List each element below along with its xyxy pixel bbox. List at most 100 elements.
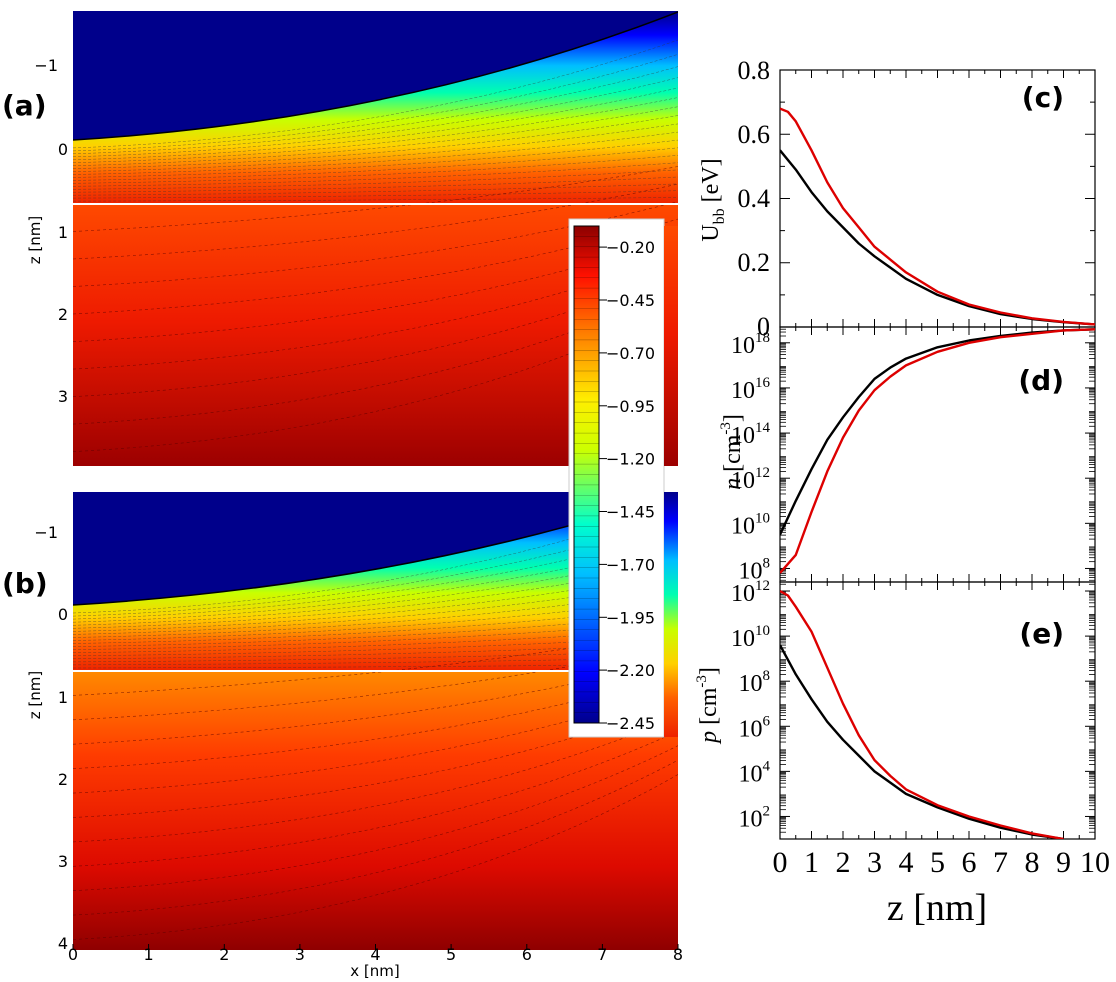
contour-line: [73, 183, 678, 196]
contour-line: [73, 572, 678, 632]
contour-line: [73, 553, 678, 626]
y-tick-base: 10: [731, 333, 755, 359]
y-tick-exponent: 16: [755, 375, 771, 391]
contour-line: [73, 563, 678, 629]
panel-c-ylabel-unit: [eV]: [698, 158, 724, 208]
panel-a-ytick: 3: [58, 387, 68, 406]
panel-d-label: (d): [1018, 364, 1064, 397]
panel-c-ytick: 0.6: [738, 120, 771, 149]
y-tick-exponent: 10: [755, 623, 770, 639]
y-tick-exponent: 12: [755, 578, 770, 594]
contour-line: [73, 716, 678, 843]
colorbar: −0.20 −0.45 −0.70 −0.95 −1.20 −1.45 −1.70 −1.95…: [568, 218, 665, 738]
contour-line: [73, 147, 678, 181]
panel-c-ytick: 0: [757, 312, 770, 341]
contour-line: [73, 106, 678, 166]
contour-line: [73, 39, 678, 149]
contour-line: [73, 131, 678, 175]
y-tick-label: 1016: [731, 375, 771, 404]
y-tick-base: 10: [739, 559, 763, 585]
panel-d-ylabel: n [cm-3]: [718, 414, 746, 490]
series-line-black: [780, 149, 1095, 326]
contour-line: [73, 97, 678, 163]
panel-b-label: (b): [2, 567, 48, 600]
panel-c-ylabel-main: U: [698, 224, 724, 241]
contour-line: [73, 745, 678, 891]
colorbar-tick-label: −1.20: [606, 450, 655, 469]
colorbar-extension-b: [664, 492, 678, 737]
y-tick-base: 10: [731, 626, 755, 652]
y-tick-label: 104: [739, 758, 771, 787]
series-line-black: [780, 328, 1095, 536]
panel-e-xtick: 2: [836, 846, 851, 879]
y-tick-exponent: 10: [755, 510, 770, 526]
panel-a-ytick: 2: [58, 305, 68, 324]
y-tick-base: 10: [739, 716, 763, 742]
panel-b-xtick: 7: [597, 945, 607, 964]
y-tick-label: 1018: [731, 330, 770, 359]
panel-e-xtick: 5: [930, 846, 945, 879]
panel-a-contact-edge: [73, 11, 678, 141]
panel-e-xtick: 6: [962, 846, 977, 879]
panel-e-xtick: 7: [993, 846, 1008, 879]
panel-b-xlabel: x [nm]: [350, 962, 399, 980]
y-tick-label: 106: [739, 713, 771, 742]
panel-b-xtick: 3: [295, 945, 305, 964]
contour-line: [73, 166, 678, 232]
panel-c-ylabel-sub: bb: [711, 208, 728, 224]
contour-line: [73, 155, 678, 184]
contour-line: [73, 66, 678, 155]
panel-e-xtick: 4: [899, 846, 914, 879]
contour-line: [73, 183, 678, 260]
series-line-black: [780, 644, 1064, 839]
panel-c-ytick: 0.2: [738, 248, 771, 277]
panel-a-ytick: −1: [34, 56, 58, 75]
contour-line: [73, 236, 678, 342]
panel-e-xtick: 1: [804, 846, 819, 879]
y-tick-label: 1012: [731, 578, 770, 607]
panel-b-ytick: −1: [34, 523, 58, 542]
panel-e-ylabel-main: p: [696, 731, 722, 745]
y-tick-label: 108: [739, 668, 771, 697]
y-tick-base: 10: [731, 378, 755, 404]
y-tick-label: 108: [739, 556, 771, 585]
y-tick-label: 1010: [731, 510, 770, 539]
y-tick-base: 10: [739, 671, 763, 697]
y-tick-exponent: 8: [763, 556, 771, 572]
panel-b-ytick: 1: [58, 688, 68, 707]
contour-line: [73, 774, 678, 940]
panel-b-ytick: 2: [58, 770, 68, 789]
y-tick-base: 10: [739, 807, 763, 833]
contour-line: [73, 139, 678, 178]
y-tick-label: 1012: [731, 465, 770, 494]
series-line-red: [780, 107, 1095, 326]
contour-line: [73, 115, 678, 169]
panel-e-xtick: 9: [1056, 846, 1071, 879]
panel-d-ylabel-sup: -3: [718, 422, 734, 435]
y-tick-base: 10: [739, 761, 763, 787]
panel-b-xtick: 1: [144, 945, 154, 964]
panel-a-ytick: 1: [58, 223, 68, 242]
y-tick-base: 10: [731, 513, 755, 539]
contour-line: [73, 759, 678, 916]
colorbar-tick-label: −1.70: [606, 555, 655, 574]
colorbar-tick-label: −0.95: [606, 397, 655, 416]
colorbar-levels: [574, 236, 599, 713]
panel-d-ylabel-unit: [cm: [720, 434, 746, 478]
panel-b-xtick: 4: [370, 945, 380, 964]
contour-line: [73, 306, 678, 452]
colorbar-tick-label: −2.45: [606, 714, 655, 733]
panel-e-label: (e): [1019, 617, 1064, 650]
panel-b-ytick: 4: [58, 934, 68, 953]
contour-line: [73, 162, 678, 187]
colorbar-tick-label: −0.70: [606, 344, 655, 363]
y-tick-exponent: 18: [755, 330, 770, 346]
panel-b-xtick: 2: [219, 945, 229, 964]
colorbar-extension-a: [664, 226, 678, 466]
panel-e-xtick: 10: [1080, 846, 1110, 879]
y-tick-base: 10: [731, 423, 755, 449]
panel-b-ytick: 3: [58, 852, 68, 871]
contour-line: [73, 687, 678, 794]
